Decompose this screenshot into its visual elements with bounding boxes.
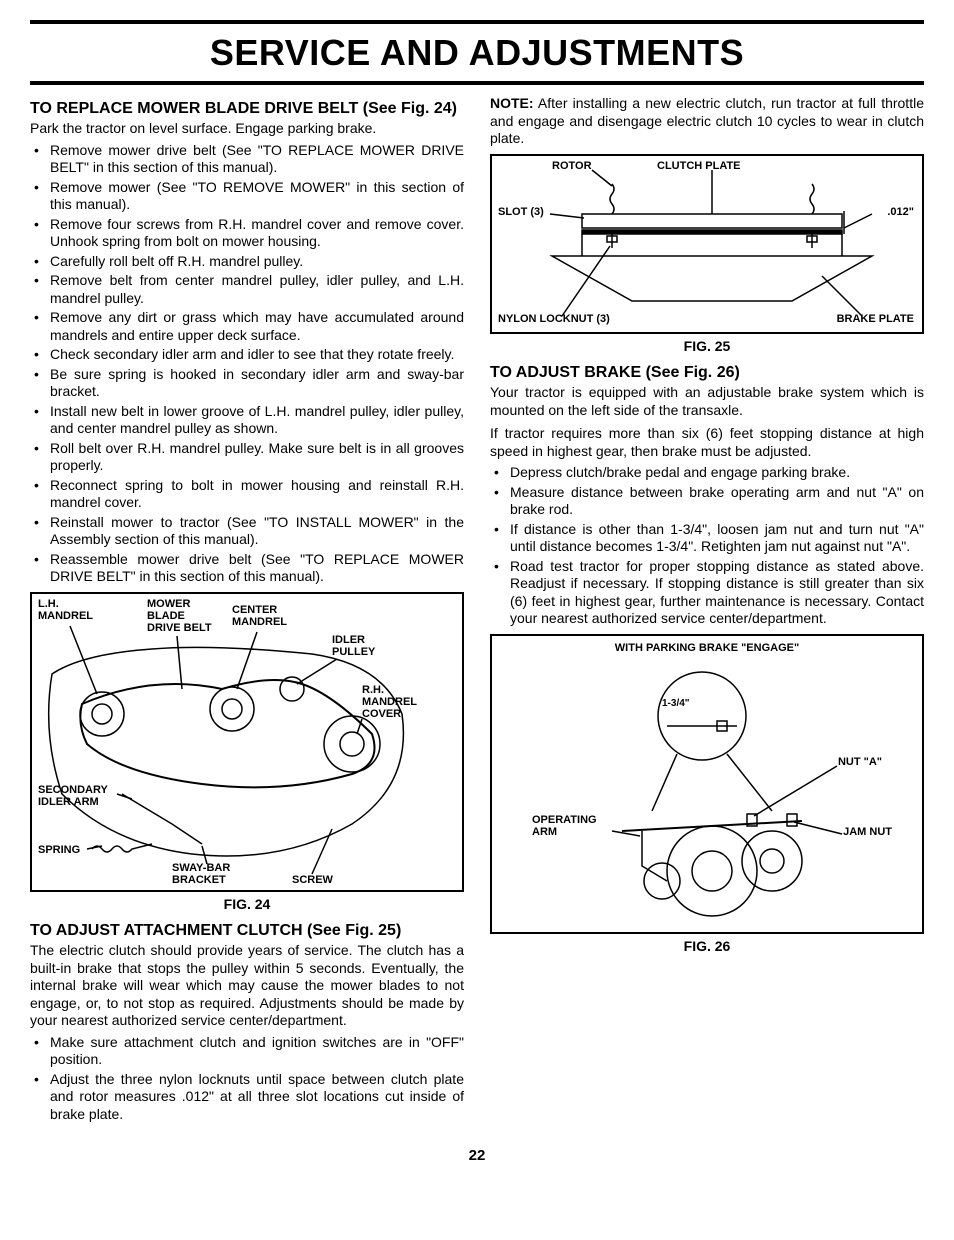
list-item: If distance is other than 1-3/4", loosen… — [490, 521, 924, 556]
list-item: Remove four screws from R.H. mandrel cov… — [30, 216, 464, 251]
bullets-replace-belt: Remove mower drive belt (See "TO REPLACE… — [30, 142, 464, 586]
list-item: Reconnect spring to bolt in mower housin… — [30, 477, 464, 512]
figure-24-box: L.H. MANDREL MOWER BLADE DRIVE BELT CENT… — [30, 592, 464, 892]
list-item: Roll belt over R.H. mandrel pulley. Make… — [30, 440, 464, 475]
list-item: Check secondary idler arm and idler to s… — [30, 346, 464, 364]
fig24-diagram — [32, 594, 432, 884]
page-title: SERVICE AND ADJUSTMENTS — [30, 30, 924, 75]
heading-replace-belt: TO REPLACE MOWER BLADE DRIVE BELT (See F… — [30, 99, 464, 118]
note-paragraph: NOTE: After installing a new electric cl… — [490, 95, 924, 148]
list-item: Make sure attachment clutch and ignition… — [30, 1034, 464, 1069]
list-item: Measure distance between brake operating… — [490, 484, 924, 519]
bullets-adjust-clutch: Make sure attachment clutch and ignition… — [30, 1034, 464, 1124]
figure-26-box: WITH PARKING BRAKE "ENGAGE" 1-3/4" NUT "… — [490, 634, 924, 934]
para-adjust-brake-1: Your tractor is equipped with an adjusta… — [490, 384, 924, 419]
intro-replace-belt: Park the tractor on level surface. Engag… — [30, 120, 464, 138]
list-item: Reinstall mower to tractor (See "TO INST… — [30, 514, 464, 549]
page-number: 22 — [30, 1147, 924, 1166]
list-item: Depress clutch/brake pedal and engage pa… — [490, 464, 924, 482]
list-item: Road test tractor for proper stopping di… — [490, 558, 924, 628]
list-item: Carefully roll belt off R.H. mandrel pul… — [30, 253, 464, 271]
list-item: Install new belt in lower groove of L.H.… — [30, 403, 464, 438]
fig26-caption: FIG. 26 — [490, 938, 924, 956]
fig25-diagram — [492, 156, 912, 331]
right-column: NOTE: After installing a new electric cl… — [490, 95, 924, 1129]
left-column: TO REPLACE MOWER BLADE DRIVE BELT (See F… — [30, 95, 464, 1129]
para-adjust-clutch: The electric clutch should provide years… — [30, 942, 464, 1030]
list-item: Remove belt from center mandrel pulley, … — [30, 272, 464, 307]
note-label: NOTE: — [490, 95, 534, 111]
fig24-caption: FIG. 24 — [30, 896, 464, 914]
top-rule — [30, 20, 924, 24]
under-rule — [30, 81, 924, 85]
fig25-caption: FIG. 25 — [490, 338, 924, 356]
list-item: Remove mower (See "TO REMOVE MOWER" in t… — [30, 179, 464, 214]
list-item: Adjust the three nylon locknuts until sp… — [30, 1071, 464, 1124]
heading-adjust-clutch: TO ADJUST ATTACHMENT CLUTCH (See Fig. 25… — [30, 921, 464, 940]
list-item: Remove mower drive belt (See "TO REPLACE… — [30, 142, 464, 177]
list-item: Remove any dirt or grass which may have … — [30, 309, 464, 344]
figure-25-box: ROTOR CLUTCH PLATE SLOT (3) .012" NYLON … — [490, 154, 924, 334]
list-item: Be sure spring is hooked in secondary id… — [30, 366, 464, 401]
fig26-diagram — [492, 636, 912, 931]
list-item: Reassemble mower drive belt (See "TO REP… — [30, 551, 464, 586]
two-column-layout: TO REPLACE MOWER BLADE DRIVE BELT (See F… — [30, 95, 924, 1129]
note-text: After installing a new electric clutch, … — [490, 95, 924, 146]
heading-adjust-brake: TO ADJUST BRAKE (See Fig. 26) — [490, 363, 924, 382]
para-adjust-brake-2: If tractor requires more than six (6) fe… — [490, 425, 924, 460]
bullets-adjust-brake: Depress clutch/brake pedal and engage pa… — [490, 464, 924, 628]
